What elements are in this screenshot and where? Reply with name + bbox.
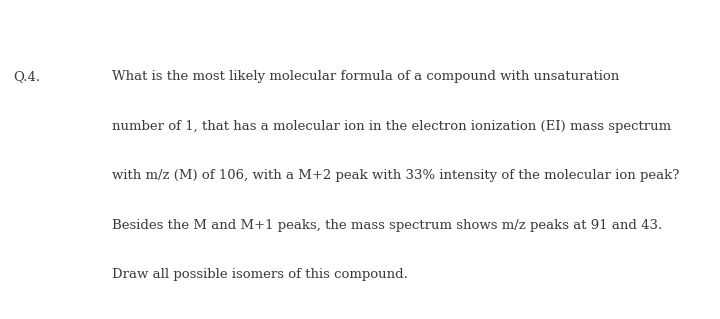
Text: What is the most likely molecular formula of a compound with unsaturation: What is the most likely molecular formul…	[112, 70, 619, 83]
Text: Draw all possible isomers of this compound.: Draw all possible isomers of this compou…	[112, 268, 408, 281]
Text: with m/z (M) of 106, with a M+2 peak with 33% intensity of the molecular ion pea: with m/z (M) of 106, with a M+2 peak wit…	[112, 169, 679, 182]
Text: Q.4.: Q.4.	[13, 70, 40, 83]
Text: number of 1, that has a molecular ion in the electron ionization (EI) mass spect: number of 1, that has a molecular ion in…	[112, 120, 671, 133]
Text: Besides the M and M+1 peaks, the mass spectrum shows m/z peaks at 91 and 43.: Besides the M and M+1 peaks, the mass sp…	[112, 219, 662, 232]
